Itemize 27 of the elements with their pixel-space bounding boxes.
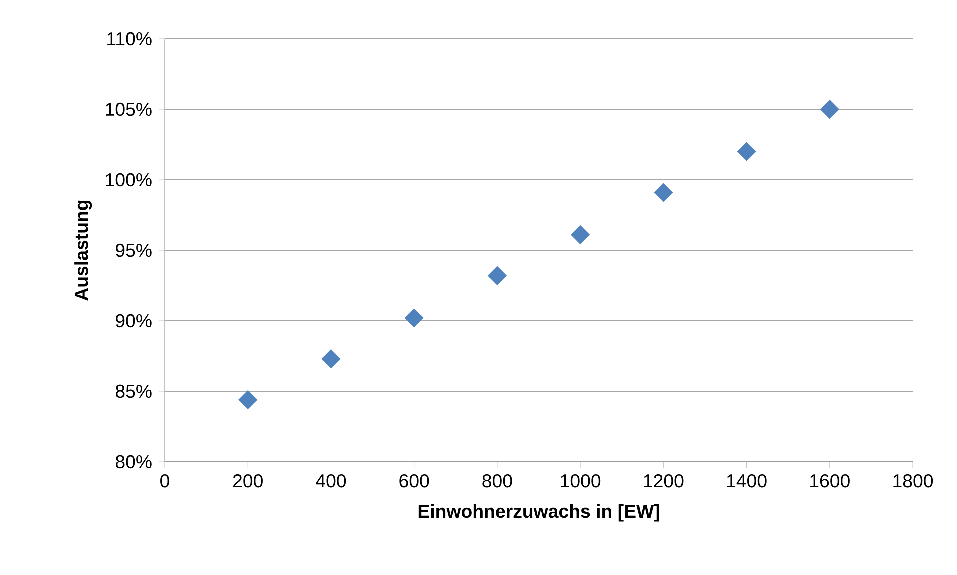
point bbox=[488, 266, 507, 286]
point bbox=[404, 308, 424, 328]
x-axis-title: Einwohnerzuwachs in [EW] bbox=[418, 504, 660, 522]
x-tick-label: 1600 bbox=[810, 474, 850, 488]
y-tick-label: 100% bbox=[106, 173, 152, 187]
x-tick-label: 800 bbox=[482, 474, 512, 488]
x-tick-label: 1200 bbox=[644, 474, 684, 488]
point bbox=[820, 100, 840, 119]
point bbox=[238, 390, 258, 410]
point bbox=[737, 142, 756, 162]
y-tick-label: 105% bbox=[106, 102, 152, 116]
x-tick-label: 1400 bbox=[727, 474, 767, 488]
x-tick-label: 1000 bbox=[561, 474, 601, 488]
y-tick-label: 85% bbox=[116, 384, 152, 398]
y-tick-label: 80% bbox=[116, 455, 152, 469]
x-tick-label: 200 bbox=[233, 474, 263, 488]
y-axis-title: Auslastung bbox=[74, 200, 92, 301]
x-tick-label: 0 bbox=[160, 474, 170, 488]
x-tick-label: 1800 bbox=[894, 474, 934, 488]
x-tick-label: 600 bbox=[400, 474, 430, 488]
x-tick-label: 400 bbox=[316, 474, 346, 488]
point bbox=[571, 226, 590, 244]
point bbox=[322, 350, 341, 369]
y-tick-label: 95% bbox=[116, 244, 152, 258]
y-tick-label: 90% bbox=[116, 314, 152, 328]
y-tick-label: 110% bbox=[108, 32, 152, 46]
point bbox=[654, 183, 674, 202]
